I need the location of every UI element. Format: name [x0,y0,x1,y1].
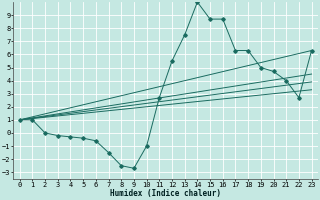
X-axis label: Humidex (Indice chaleur): Humidex (Indice chaleur) [110,189,221,198]
